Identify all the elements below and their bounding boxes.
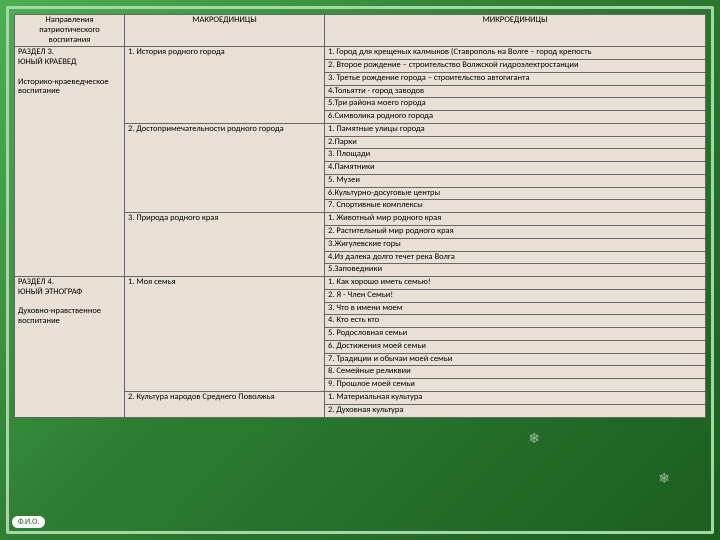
s3-m1: 1. История родного города xyxy=(125,47,325,124)
s3-m2: 2. Достопримечательности родного города xyxy=(125,123,325,212)
micro-item: 6. Достижения моей семьи xyxy=(325,340,706,353)
micro-item: 4.Из далека долго течет река Волга xyxy=(325,251,706,264)
micro-item: 8. Семейные реликвии xyxy=(325,366,706,379)
micro-item: 2. Второе рождение – строительство Волжс… xyxy=(325,60,706,73)
micro-item: 5. Родословная семьи xyxy=(325,328,706,341)
section4-cell: РАЗДЕЛ 4. ЮНЫЙ ЭТНОГРАФ Духовно-нравстве… xyxy=(15,277,125,417)
micro-item: 5. Музеи xyxy=(325,174,706,187)
micro-item: 3. Третье рождение города – строительств… xyxy=(325,72,706,85)
curriculum-table: Направления патриотического воспитания М… xyxy=(14,14,706,418)
micro-item: 4.Памятники xyxy=(325,162,706,175)
header-directions: Направления патриотического воспитания xyxy=(15,15,125,47)
micro-item: 9. Прошлое моей семьи xyxy=(325,379,706,392)
micro-item: 2. Я - Член Семьи! xyxy=(325,289,706,302)
micro-item: 2. Духовная культура xyxy=(325,404,706,417)
author-pill: Ф.И.О. xyxy=(12,516,45,528)
section4-title1: РАЗДЕЛ 4. xyxy=(18,277,54,287)
snowflake-icon: ❄ xyxy=(528,430,540,447)
micro-item: 6.Символика родного города xyxy=(325,111,706,124)
section3-sub: Историко-краеведческое воспитание xyxy=(18,77,109,97)
micro-item: 7. Спортивные комплексы xyxy=(325,200,706,213)
micro-item: 1. Город для крещеных калмыков (Ставропо… xyxy=(325,47,706,60)
micro-item: 4. Кто есть кто xyxy=(325,315,706,328)
micro-item: 1. Животный мир родного края xyxy=(325,213,706,226)
micro-item: 1. Как хорошо иметь семью! xyxy=(325,277,706,290)
table-row: Направления патриотического воспитания М… xyxy=(15,15,706,47)
header-micro: МИКРОЕДИНИЦЫ xyxy=(325,15,706,47)
micro-item: 2.Парки xyxy=(325,136,706,149)
s3-m3: 3. Природа родного края xyxy=(125,213,325,277)
micro-item: 6.Культурно-досуговые центры xyxy=(325,187,706,200)
s4-m2: 2. Культура народов Среднего Поволжья xyxy=(125,391,325,417)
micro-item: 3.Жигулевские горы xyxy=(325,238,706,251)
micro-item: 2. Растительный мир родного края xyxy=(325,226,706,239)
section4-title2: ЮНЫЙ ЭТНОГРАФ xyxy=(18,287,82,297)
micro-item: 3. Площади xyxy=(325,149,706,162)
table-container: Направления патриотического воспитания М… xyxy=(14,14,706,418)
section4-sub: Духовно-нравственное воспитание xyxy=(18,306,101,326)
snowflake-icon: ❄ xyxy=(658,470,670,487)
micro-item: 5.Заповедники xyxy=(325,264,706,277)
section3-title2: ЮНЫЙ КРАЕВЕД xyxy=(18,57,76,67)
micro-item: 3. Что в имени моем xyxy=(325,302,706,315)
header-macro: МАКРОЕДИНИЦЫ xyxy=(125,15,325,47)
s4-m1: 1. Моя семья xyxy=(125,277,325,392)
micro-item: 1. Материальная культура xyxy=(325,391,706,404)
micro-item: 4.Тольятти - город заводов xyxy=(325,85,706,98)
section3-cell: РАЗДЕЛ 3. ЮНЫЙ КРАЕВЕД Историко-краеведч… xyxy=(15,47,125,277)
table-row: РАЗДЕЛ 3. ЮНЫЙ КРАЕВЕД Историко-краеведч… xyxy=(15,47,706,60)
micro-item: 7. Традиции и обычаи моей семьи xyxy=(325,353,706,366)
section3-title1: РАЗДЕЛ 3. xyxy=(18,47,54,57)
micro-item: 1. Памятные улицы города xyxy=(325,123,706,136)
micro-item: 5.Три района моего города xyxy=(325,98,706,111)
